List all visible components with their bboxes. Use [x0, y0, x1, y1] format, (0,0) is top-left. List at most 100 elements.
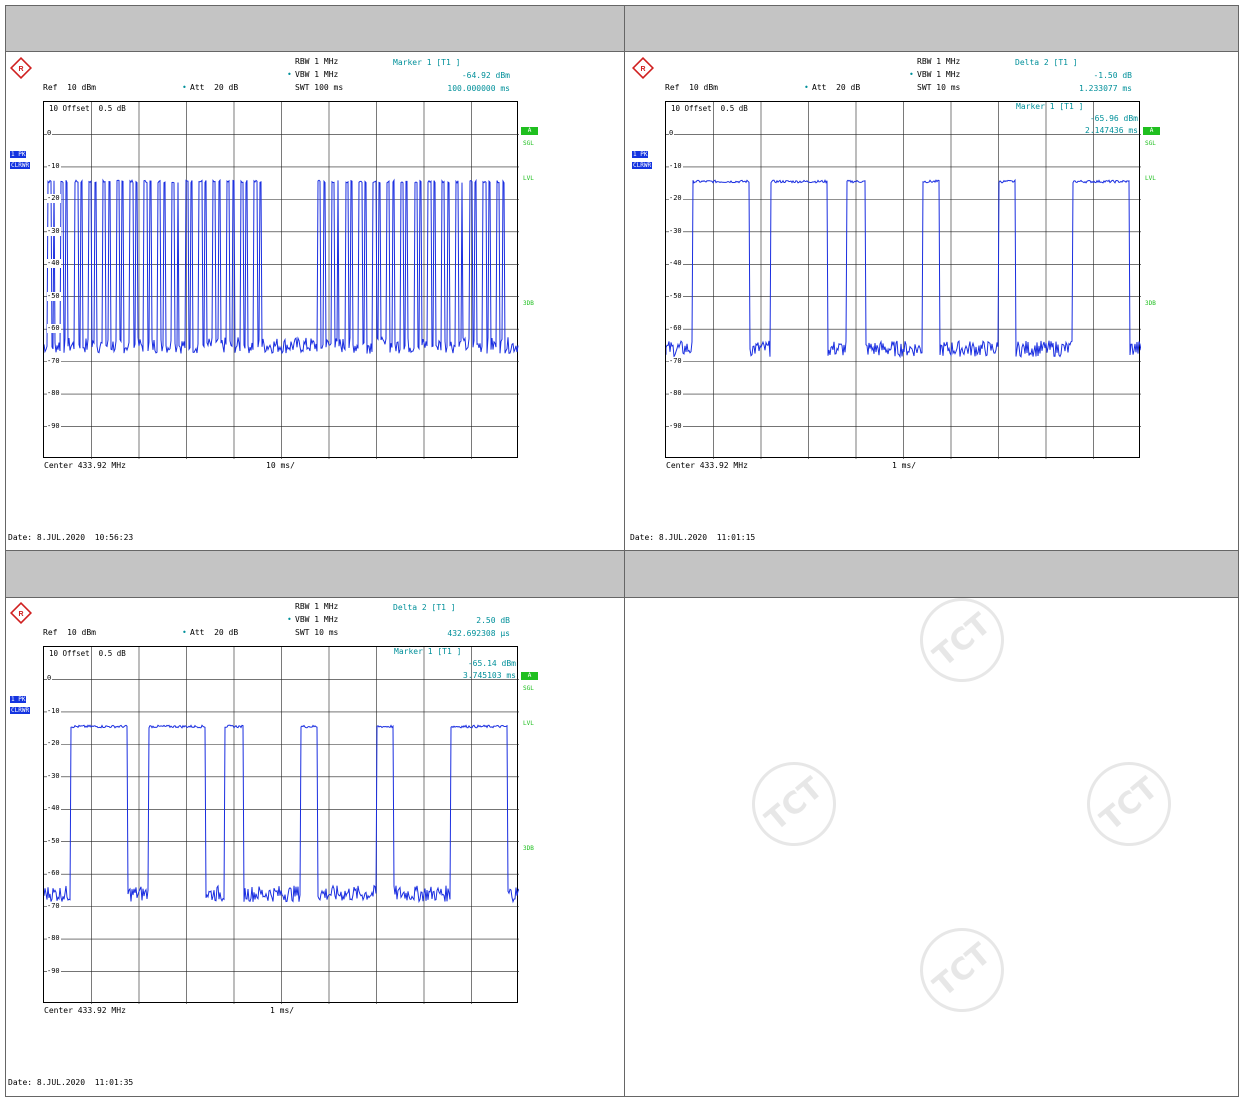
y-tick-label: -80 [47, 389, 61, 399]
rs-logo-icon: R [631, 56, 655, 80]
timestamp-label: Date: 8.JUL.2020 11:01:15 [630, 533, 756, 542]
y-tick-label: -10 [669, 161, 683, 171]
lvl-indicator: LVL [1145, 175, 1156, 182]
sgl-indicator: SGL [523, 140, 534, 147]
y-tick-label: -20 [669, 194, 683, 204]
marker-readout-line: -1.50 dB [1093, 71, 1132, 80]
ref-label: Ref 10 dBm [43, 83, 96, 92]
y-tick-label: -70 [669, 356, 683, 366]
swt-label: SWT 100 ms [295, 83, 344, 92]
sgl-indicator: SGL [1145, 140, 1156, 147]
marker-readout-line: Marker 1 [T1 ] [393, 58, 461, 67]
rbw-label: RBW 1 MHz [917, 57, 961, 66]
trace-detector-label: CLRWR [10, 707, 31, 714]
timestamp-label: Date: 8.JUL.2020 11:01:35 [8, 1078, 134, 1087]
y-tick-label: -50 [669, 291, 683, 301]
marker-readout-line: Delta 2 [T1 ] [1015, 58, 1078, 67]
marker-readout-line: -64.92 dBm [461, 71, 510, 80]
trace-line [44, 724, 519, 904]
marker-readout-line: Delta 2 [T1 ] [393, 603, 456, 612]
y-tick-label: -20 [47, 194, 61, 204]
y-tick-label: -40 [47, 804, 61, 814]
y-tick-label: 0 [47, 674, 53, 684]
marker2-readout-line: Marker 1 [T1 ] [1016, 102, 1084, 111]
watermark-text: TCT [926, 606, 998, 674]
header-cell-4 [624, 550, 1239, 598]
body-cell-4 [624, 597, 1239, 1097]
att-label: Att 20 dB [190, 83, 239, 92]
y-tick-label: 0 [669, 129, 675, 139]
svg-text:R: R [18, 66, 23, 73]
watermark-text: TCT [1093, 770, 1165, 838]
span-per-div-label: 1 ms/ [892, 461, 917, 470]
spectrum-plot: 0 -10 -20 -30 -40 -50 -60 -70 -80 -90 10 Offset 0.… [665, 101, 1141, 459]
header-cell-3 [5, 550, 625, 598]
marker2-readout-line: 3.745103 ms [463, 671, 516, 680]
trace-mode-label: 1 PK [10, 151, 27, 158]
y-tick-label: -50 [47, 291, 61, 301]
span-per-div-label: 1 ms/ [270, 1006, 295, 1015]
y-tick-label: -60 [47, 869, 61, 879]
y-tick-label: -70 [47, 356, 61, 366]
center-frequency-label: Center 433.92 MHz [44, 461, 126, 470]
swt-label: SWT 10 ms [917, 83, 961, 92]
trace-mode-label: 1 PK [632, 151, 649, 158]
rbw-label: RBW 1 MHz [295, 57, 339, 66]
star-icon: • [804, 83, 809, 92]
svg-text:R: R [640, 66, 645, 73]
spectrum-panel-3: R RBW 1 MHz VBW 1 MHz SWT 10 ms Ref 10 dBm At… [8, 600, 620, 1092]
y-tick-label: -40 [669, 259, 683, 269]
ref-label: Ref 10 dBm [43, 628, 96, 637]
plot-canvas [44, 647, 519, 1004]
rs-logo-icon: R [9, 56, 33, 80]
y-tick-label: -90 [47, 421, 61, 431]
y-tick-label: -80 [669, 389, 683, 399]
timestamp-label: Date: 8.JUL.2020 10:56:23 [8, 533, 134, 542]
star-icon: • [287, 70, 292, 79]
marker2-readout-line: -65.96 dBm [1089, 114, 1138, 123]
y-tick-label: -80 [47, 934, 61, 944]
y-tick-label: -70 [47, 901, 61, 911]
star-icon: • [287, 615, 292, 624]
y-tick-label: -30 [669, 226, 683, 236]
marker-readout-line: 100.000000 ms [447, 84, 510, 93]
marker-readout-line: 1.233077 ms [1079, 84, 1132, 93]
marker2-readout-line: Marker 1 [T1 ] [394, 647, 462, 656]
ref-label: Ref 10 dBm [665, 83, 718, 92]
offset-label: 10 Offset 0.5 dB [49, 649, 126, 658]
watermark-text: TCT [758, 770, 830, 838]
y-tick-label: -10 [47, 706, 61, 716]
y-tick-label: -40 [47, 259, 61, 269]
span-per-div-label: 10 ms/ [266, 461, 295, 470]
y-tick-label: -90 [47, 966, 61, 976]
rbw-label: RBW 1 MHz [295, 602, 339, 611]
marker2-readout-line: 2.147436 ms [1085, 126, 1138, 135]
star-icon: • [182, 628, 187, 637]
trace-mode-label: 1 PK [10, 696, 27, 703]
offset-label: 10 Offset 0.5 dB [671, 104, 748, 113]
vbw-label: VBW 1 MHz [295, 615, 339, 624]
plot-canvas [666, 102, 1141, 459]
center-frequency-label: Center 433.92 MHz [44, 1006, 126, 1015]
vbw-label: VBW 1 MHz [917, 70, 961, 79]
header-cell-2 [624, 5, 1239, 52]
y-tick-label: -30 [47, 771, 61, 781]
watermark-text: TCT [926, 936, 998, 1004]
spectrum-panel-2: R RBW 1 MHz VBW 1 MHz SWT 10 ms Ref 10 dBm At… [630, 55, 1236, 547]
y-tick-label: -60 [47, 324, 61, 334]
trace-line [666, 178, 1141, 359]
trace-detector-label: CLRWR [10, 162, 31, 169]
spectrum-panel-1: R RBW 1 MHz VBW 1 MHz SWT 100 ms Ref 10 dBm A… [8, 55, 620, 547]
sgl-indicator: SGL [523, 685, 534, 692]
trigger-indicator: 3DB [523, 845, 534, 852]
att-label: Att 20 dB [190, 628, 239, 637]
side-a-indicator: A [521, 672, 538, 680]
trigger-indicator: 3DB [1145, 300, 1156, 307]
side-a-indicator: A [521, 127, 538, 135]
plot-canvas [44, 102, 519, 459]
marker2-readout-line: -65.14 dBm [467, 659, 516, 668]
side-a-indicator: A [1143, 127, 1160, 135]
lvl-indicator: LVL [523, 720, 534, 727]
y-tick-label: 0 [47, 129, 53, 139]
header-cell-1 [5, 5, 625, 52]
